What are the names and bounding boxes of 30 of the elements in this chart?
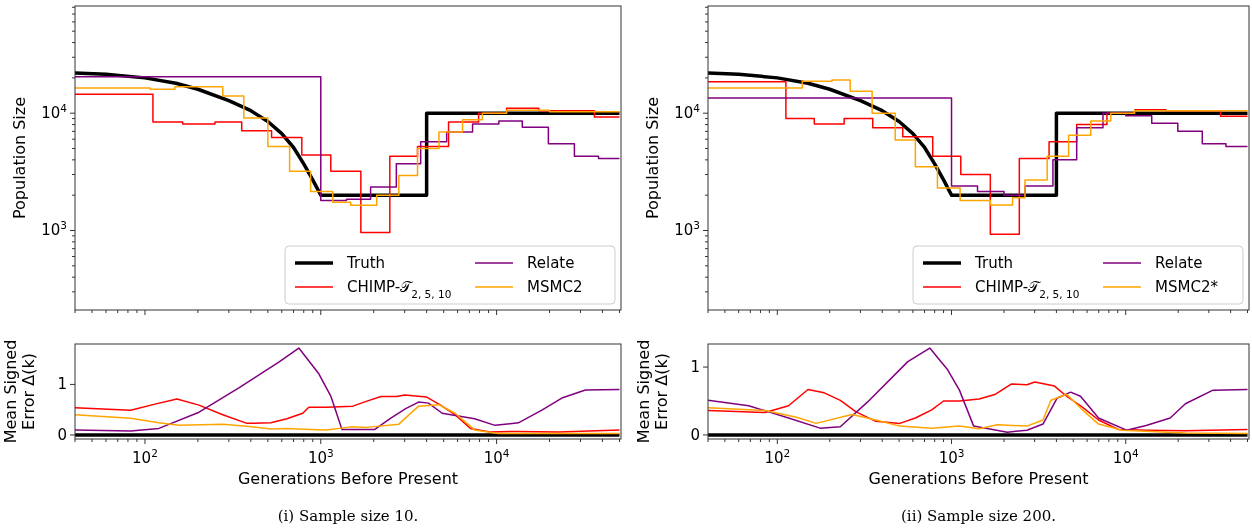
legend-label: CHIMP-𝒯$_{2, 5, 10}$ — [975, 278, 1080, 300]
legend-label: Relate — [1155, 254, 1203, 272]
x-tick-label: 10$^{4}$ — [483, 447, 510, 467]
x-axis-title: Generations Before Present — [237, 469, 459, 488]
x-tick-label: 10$^{3}$ — [307, 447, 334, 467]
legend-label: MSMC2 — [527, 278, 583, 296]
legend-label: CHIMP-𝒯$_{2, 5, 10}$ — [347, 278, 452, 300]
text: (ii) Sample size 200. — [901, 507, 1056, 525]
y-tick-label: 0 — [57, 425, 67, 444]
y-tick-label: 10$^{4}$ — [41, 102, 68, 123]
y-axis-title: Mean Signed Error Δ(k) — [634, 339, 671, 444]
y-tick-label: 10$^{3}$ — [674, 219, 700, 240]
legend-label: Truth — [346, 254, 386, 272]
y-tick-label: 1 — [690, 358, 700, 377]
x-tick-label: 10$^{4}$ — [1112, 447, 1139, 467]
y-tick-label: 10$^{3}$ — [41, 219, 67, 240]
legend-label: Truth — [974, 254, 1014, 272]
y-axis-title: Population Size — [10, 97, 29, 219]
x-axis-title: Generations Before Present — [868, 469, 1089, 488]
y-axis-title: Mean Signed Error Δ(k) — [1, 339, 38, 444]
y-tick-label: 1 — [57, 375, 67, 394]
legend-label: Relate — [527, 254, 575, 272]
y-axis-title: Population Size — [643, 97, 662, 219]
y-tick-label: 0 — [690, 425, 700, 444]
x-tick-label: 10$^{3}$ — [938, 447, 965, 467]
y-tick-label: 10$^{4}$ — [674, 102, 701, 123]
text: (i) Sample size 10. — [277, 507, 419, 525]
x-tick-label: 10$^{2}$ — [132, 447, 158, 467]
x-tick-label: 10$^{2}$ — [764, 447, 791, 467]
legend-label: MSMC2* — [1155, 278, 1219, 296]
